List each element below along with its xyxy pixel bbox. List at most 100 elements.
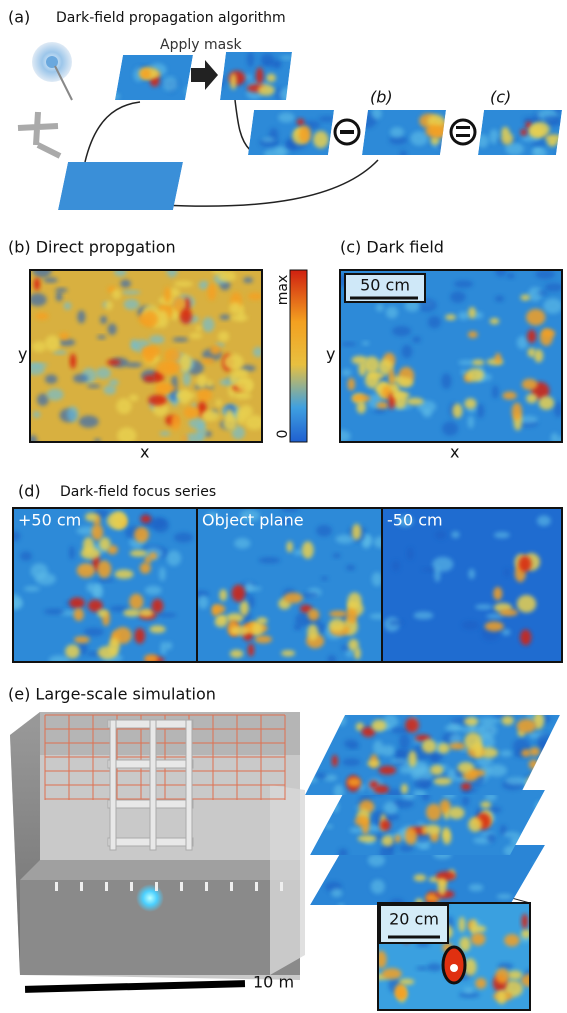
speckle bbox=[475, 604, 493, 609]
speckle bbox=[495, 296, 504, 302]
hotspot bbox=[229, 302, 241, 314]
speckle bbox=[445, 725, 463, 732]
hotspot bbox=[466, 368, 484, 382]
speckle bbox=[442, 422, 458, 436]
speckle bbox=[451, 531, 459, 538]
sensor bbox=[155, 882, 158, 891]
hotspot bbox=[526, 309, 545, 326]
hotspot bbox=[357, 401, 367, 413]
sensor bbox=[180, 882, 183, 891]
hotspot bbox=[379, 766, 396, 775]
speckle bbox=[342, 758, 360, 766]
hotspot bbox=[97, 609, 107, 617]
speckle bbox=[492, 385, 499, 398]
hotspot bbox=[445, 314, 456, 320]
speckle bbox=[58, 339, 75, 346]
sensor bbox=[230, 882, 233, 891]
hotspot bbox=[442, 827, 449, 839]
source bbox=[136, 884, 164, 912]
sensor bbox=[205, 882, 208, 891]
shelf-part bbox=[186, 720, 192, 850]
hotspot bbox=[266, 74, 276, 83]
hotspot bbox=[464, 717, 478, 726]
speckle bbox=[247, 51, 254, 67]
speckle bbox=[244, 586, 261, 591]
hotspot bbox=[299, 125, 311, 143]
hotspot bbox=[459, 917, 466, 932]
hotspot bbox=[426, 804, 441, 821]
speckle bbox=[45, 374, 57, 383]
speckle bbox=[414, 611, 434, 619]
axis-label: y bbox=[18, 345, 27, 364]
hotspot bbox=[107, 512, 126, 528]
speckle bbox=[109, 379, 119, 386]
hotspot bbox=[140, 563, 151, 574]
speckle bbox=[337, 904, 344, 908]
hotspot bbox=[229, 373, 239, 384]
speckle bbox=[454, 280, 473, 288]
speckle bbox=[183, 371, 192, 386]
speckle bbox=[185, 86, 193, 96]
panel-title: Dark-field focus series bbox=[60, 484, 216, 500]
speckle bbox=[489, 129, 499, 144]
field-bg bbox=[382, 508, 562, 662]
sensor bbox=[130, 882, 133, 891]
speckle bbox=[412, 336, 421, 342]
speckle bbox=[463, 987, 474, 993]
speckle bbox=[389, 620, 404, 626]
speckle bbox=[469, 884, 484, 891]
field-bg bbox=[13, 508, 197, 662]
speckle bbox=[441, 373, 451, 389]
plane-label: Object plane bbox=[202, 511, 304, 530]
hotspot bbox=[218, 331, 229, 341]
speckle bbox=[293, 550, 303, 556]
hotspot bbox=[216, 399, 222, 407]
hotspot bbox=[461, 783, 472, 790]
speckle bbox=[110, 93, 121, 100]
speckle bbox=[537, 515, 551, 526]
speckle bbox=[525, 775, 542, 782]
panel-title: (e) Large-scale simulation bbox=[8, 685, 216, 704]
hotspot bbox=[70, 354, 76, 369]
hotspot bbox=[376, 402, 388, 409]
hotspot bbox=[180, 309, 192, 324]
speckle bbox=[535, 924, 556, 934]
speckle bbox=[316, 525, 332, 537]
hotspot bbox=[358, 835, 377, 842]
speckle bbox=[386, 306, 398, 318]
hotspot bbox=[174, 281, 193, 287]
speckle bbox=[315, 859, 326, 865]
hotspot bbox=[213, 604, 225, 613]
hotspot bbox=[99, 537, 111, 550]
sensor bbox=[105, 882, 108, 891]
speckle bbox=[549, 757, 561, 762]
sensor bbox=[80, 882, 83, 891]
hotspot bbox=[468, 817, 482, 832]
speckle bbox=[243, 277, 253, 283]
hotspot bbox=[123, 609, 140, 617]
speckle bbox=[44, 609, 65, 615]
hotspot bbox=[143, 375, 155, 382]
speckle bbox=[462, 621, 479, 630]
speckle bbox=[64, 302, 72, 310]
hotspot bbox=[382, 968, 402, 979]
speckle bbox=[545, 283, 564, 292]
hotspot bbox=[545, 134, 562, 142]
speckle bbox=[77, 310, 85, 323]
speckle bbox=[373, 740, 383, 755]
hotspot bbox=[230, 73, 237, 90]
speckle bbox=[79, 416, 99, 428]
hotspot bbox=[504, 934, 520, 947]
speckle bbox=[316, 714, 328, 727]
hotspot bbox=[230, 625, 249, 635]
hotspot bbox=[217, 615, 227, 621]
speckle bbox=[422, 409, 431, 418]
minus-sign bbox=[340, 130, 354, 134]
speckle bbox=[458, 312, 469, 320]
speckle bbox=[526, 835, 541, 841]
field-image bbox=[382, 508, 562, 662]
speckle bbox=[341, 342, 356, 346]
hotspot bbox=[134, 527, 149, 543]
hotspot bbox=[352, 394, 370, 402]
scale-label: 10 m bbox=[253, 973, 294, 992]
